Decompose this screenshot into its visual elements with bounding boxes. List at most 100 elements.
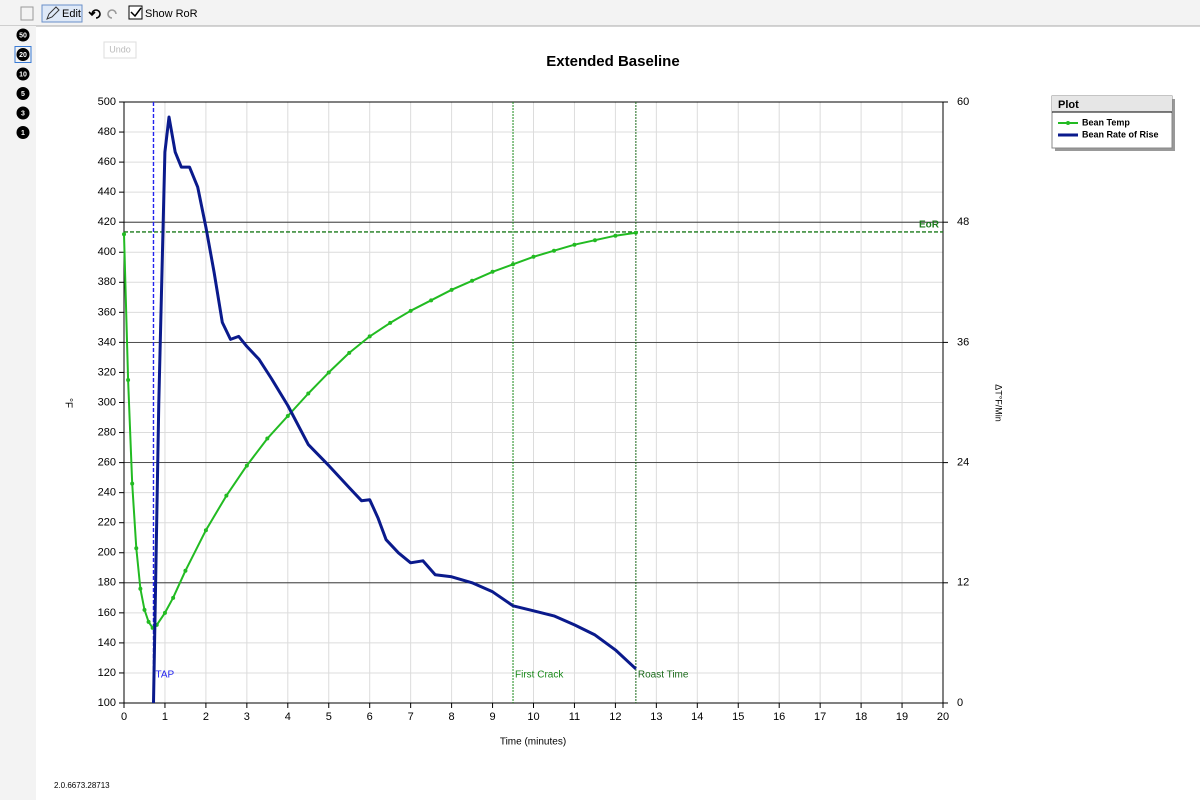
x-tick-label: 18: [855, 711, 867, 723]
y2-tick-label: 48: [957, 216, 969, 228]
zoom-button[interactable]: [16, 126, 30, 139]
y2-tick-label: 36: [957, 336, 969, 348]
point: [134, 546, 139, 551]
point: [490, 269, 495, 274]
y-tick-label: 280: [98, 426, 116, 438]
series-line: [152, 115, 637, 704]
point: [551, 248, 556, 253]
x-tick-label: 4: [285, 711, 291, 723]
zoom-label: 20: [19, 52, 27, 59]
zoom-button[interactable]: [16, 28, 30, 42]
x-tick-label: 7: [408, 711, 414, 723]
x-tick-label: 10: [527, 711, 539, 723]
y-tick-label: 380: [98, 276, 116, 288]
legend-header: [1052, 96, 1172, 112]
y-tick-label: 180: [98, 577, 116, 589]
event-label: TAP: [155, 670, 174, 681]
zoom-label: 5: [21, 91, 25, 98]
zoom-selected: [14, 46, 32, 63]
y-tick-label: 320: [98, 366, 116, 378]
version: 2.0.6673.28713: [54, 781, 110, 790]
y-tick-label: 400: [98, 246, 116, 258]
point: [326, 370, 331, 375]
point: [183, 568, 188, 573]
chart-title: Extended Baseline: [546, 53, 679, 70]
point: [388, 320, 393, 325]
y-tick-label: 100: [98, 697, 116, 709]
zoom-label: 50: [19, 32, 27, 39]
undo-tooltip: Undo: [109, 44, 131, 54]
x-tick-label: 3: [244, 711, 250, 723]
x-tick-label: 11: [569, 711, 580, 723]
y-tick-label: 220: [98, 517, 116, 529]
y-tick-label: 240: [98, 487, 116, 499]
y-tick-label: 360: [98, 306, 116, 318]
x-tick-label: 1: [162, 711, 168, 723]
y-axis-label: °F: [62, 398, 73, 408]
x-tick-label: 14: [691, 711, 703, 723]
y-tick-label: 200: [98, 547, 116, 559]
y-tick-label: 140: [98, 637, 116, 649]
point: [142, 607, 147, 612]
x-tick-label: 16: [773, 711, 785, 723]
legend-dot: [1066, 121, 1070, 125]
y2-axis-label: ΔT°F/Min: [994, 384, 1004, 422]
edit-label: Edit: [62, 8, 81, 20]
point: [347, 350, 352, 355]
y2-tick-label: 12: [957, 577, 969, 589]
zoom-button[interactable]: [16, 48, 30, 61]
point: [592, 238, 597, 243]
zoom-label: 3: [21, 110, 25, 117]
zoom-button[interactable]: [16, 67, 30, 81]
y-tick-label: 160: [98, 607, 116, 619]
y-tick-label: 480: [98, 126, 116, 138]
y2-tick-label: 60: [957, 96, 969, 108]
point: [367, 334, 372, 339]
zoom-label: 10: [19, 71, 27, 78]
y-tick-label: 260: [98, 457, 116, 469]
toolbar: [0, 0, 1200, 26]
point: [429, 298, 434, 303]
redo-button[interactable]: [107, 9, 117, 19]
zoom-button[interactable]: [16, 87, 30, 100]
edit-button[interactable]: [41, 4, 83, 23]
legend-label: Bean Rate of Rise: [1082, 129, 1159, 139]
point: [285, 414, 290, 419]
show-ror-checkbox[interactable]: [128, 5, 143, 20]
point: [126, 377, 131, 382]
point: [449, 287, 454, 292]
point: [130, 481, 135, 486]
point: [531, 254, 536, 259]
y-tick-label: 440: [98, 186, 116, 198]
point: [613, 233, 618, 238]
event-label: Roast Time: [638, 670, 689, 681]
tooltip: [103, 41, 137, 59]
point: [171, 595, 176, 600]
point: [138, 586, 143, 591]
x-tick-label: 19: [896, 711, 908, 723]
point: [633, 230, 638, 235]
undo-button[interactable]: [88, 9, 101, 19]
save-button[interactable]: [20, 6, 34, 21]
y-tick-label: 340: [98, 336, 116, 348]
x-axis-label: Time (minutes): [500, 737, 566, 748]
zoom-button[interactable]: [16, 106, 30, 120]
x-tick-label: 2: [203, 711, 209, 723]
x-tick-label: 12: [609, 711, 621, 723]
x-tick-label: 9: [489, 711, 495, 723]
show-ror-label: Show RoR: [145, 8, 198, 20]
plot-frame: [123, 101, 944, 704]
x-tick-label: 5: [326, 711, 332, 723]
point: [470, 278, 475, 283]
x-tick-label: 17: [814, 711, 826, 723]
series-line: [123, 231, 637, 629]
x-tick-label: 13: [650, 711, 662, 723]
side-bar: [0, 26, 36, 800]
zoom-label: 1: [21, 130, 25, 137]
legend-title: Plot: [1058, 99, 1079, 111]
point: [146, 619, 151, 624]
x-tick-label: 15: [732, 711, 744, 723]
